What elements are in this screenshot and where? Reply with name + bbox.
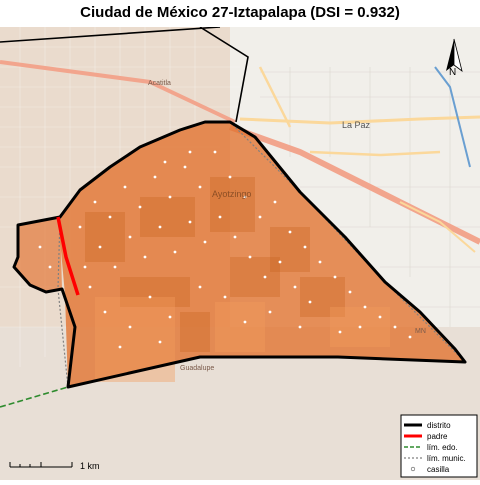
svg-text:distrito: distrito <box>427 421 451 430</box>
label-mn: MN <box>415 328 426 335</box>
label-acatitla: Acatitla <box>148 80 171 87</box>
casilla-points <box>38 150 412 349</box>
svg-text:lím. edo.: lím. edo. <box>427 443 458 452</box>
district-27-polygon <box>58 122 465 387</box>
railway-line <box>434 66 471 168</box>
legend-item-padre: padre <box>404 432 448 441</box>
neighbor-district-outline <box>0 26 221 43</box>
district-map: Acatitla La Paz Ayotzingo Guadalupe MN N… <box>0 26 480 480</box>
district-texture <box>85 177 345 352</box>
road-southeast <box>399 201 476 253</box>
map-frame: Acatitla La Paz Ayotzingo Guadalupe MN N… <box>0 26 480 480</box>
north-arrow: N <box>446 38 463 78</box>
legend-item-distrito: distrito <box>404 421 451 430</box>
scale-label: 1 km <box>80 461 100 471</box>
legend-item-casilla: casilla <box>410 465 450 474</box>
road-calzada <box>0 60 236 124</box>
state-limit-line <box>0 356 466 408</box>
district-boundary <box>12 120 467 389</box>
municipal-limit-line <box>229 121 466 363</box>
label-guadalupe: Guadalupe <box>180 365 214 372</box>
legend-item-lim-munic: lím. munic. <box>404 454 466 463</box>
svg-text:padre: padre <box>427 432 448 441</box>
legend: distrito padre lím. edo. lím. munic. cas… <box>400 414 478 478</box>
svg-text:casilla: casilla <box>427 465 450 474</box>
neighbor-district-outline-2 <box>199 26 249 123</box>
road-calzada-ignacio <box>239 115 480 125</box>
road-la-paz <box>309 150 441 157</box>
padre-segment <box>56 216 80 296</box>
map-title: Ciudad de México 27-Iztapalapa (DSI = 0.… <box>80 4 400 21</box>
label-la-paz: La Paz <box>342 120 371 130</box>
label-ayotzingo: Ayotzingo <box>212 189 251 199</box>
legend-item-lim-edo: lím. edo. <box>404 443 458 452</box>
north-label: N <box>449 67 456 78</box>
svg-text:lím. munic.: lím. munic. <box>427 454 466 463</box>
road-north <box>258 66 292 128</box>
scale-bar: 1 km <box>9 461 100 471</box>
district-west-lobe <box>14 217 62 292</box>
